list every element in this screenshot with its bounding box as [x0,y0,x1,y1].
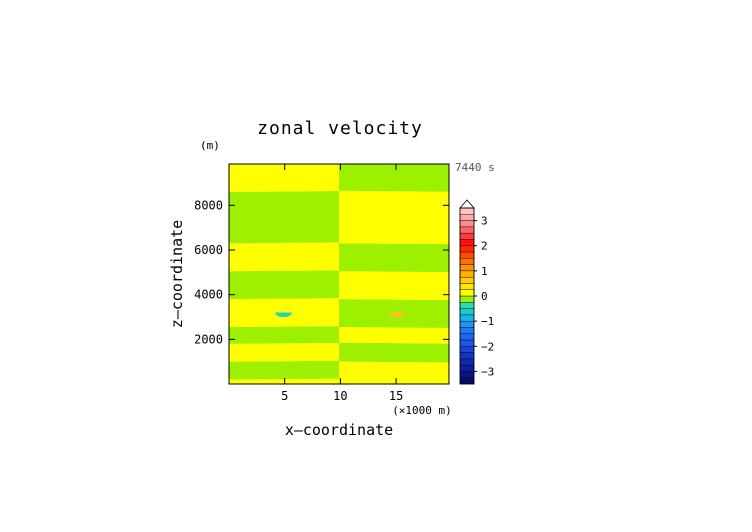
y-axis-label: z—coordinate [168,220,186,328]
colorbar-level-13 [459,295,475,303]
plot-area: 5 10 15 2000 4000 6000 8000 [194,163,450,403]
colorbar-level-7 [459,333,475,341]
right-band-0 [339,361,449,384]
colorbar-level-26 [459,214,475,221]
right-band-5 [339,243,449,273]
colorbar-tick-label: 0 [481,290,488,303]
velocity-blob-0 [275,312,292,318]
colorbar-level-15 [459,283,475,290]
colorbar-tick-label: −2 [481,340,494,353]
colorbar-level-8 [459,327,475,334]
colorbar-level-4 [459,352,475,360]
x-tick-label: 10 [333,389,347,403]
plot-frame [228,163,450,385]
right-band-4 [339,271,449,301]
x-axis: 5 10 15 [281,164,403,403]
colorbar-level-16 [459,276,475,284]
right-band-2 [339,327,449,344]
y-tick-label: 6000 [194,243,223,257]
colorbar-tick-label: −3 [481,365,494,378]
time-label: 7440 s [455,161,495,174]
x-tick-label: 5 [281,389,288,403]
colorbar-level-11 [459,308,475,316]
x-tick-label: 15 [389,389,403,403]
colorbar-level-0 [459,377,475,385]
colorbar-level-19 [459,258,475,265]
colorbar-level-18 [459,264,475,272]
colorbar-level-21 [459,245,475,253]
colorbar-tick-label: −1 [481,315,494,328]
colorbar-level-20 [459,251,475,259]
colorbar-level-9 [459,320,475,328]
colorbar-extend-cap [459,199,475,209]
colorbar-level-23 [459,232,475,240]
left-band-2 [229,342,339,362]
left-band-3 [229,326,339,344]
colorbar-level-2 [459,364,475,372]
colorbar-level-25 [459,220,475,228]
y-tick-label: 4000 [194,288,223,302]
colorbar-level-12 [459,302,475,309]
colorbar-level-10 [459,314,475,322]
colorbar-tick-label: 1 [481,265,488,278]
left-band-7 [229,191,339,244]
velocity-blob-1 [388,312,406,318]
left-band-5 [229,270,339,300]
chart-title: zonal velocity [257,118,423,139]
colorbar-level-1 [459,371,475,378]
right-band-7 [339,164,449,192]
colorbar-tick-label: 2 [481,240,488,253]
y-axis: 2000 4000 6000 8000 [194,198,449,346]
colorbar-level-22 [459,239,475,246]
colorbar-level-5 [459,346,475,353]
colorbar-level-14 [459,289,475,297]
y-tick-label: 8000 [194,198,223,212]
colorbar-level-6 [459,339,475,347]
colorbar-level-3 [459,358,475,366]
left-band-0 [229,378,339,384]
left-band-1 [229,360,339,380]
colorbar-tick-label: 3 [481,215,488,228]
left-band-8 [229,164,339,192]
colorbar: −3 −2 −1 0 1 2 3 [459,199,494,385]
right-band-1 [339,342,449,363]
left-band-6 [229,242,339,272]
x-axis-label: x—coordinate [285,421,393,439]
y-unit-label: (m) [200,139,220,152]
colorbar-level-17 [459,270,475,278]
right-band-6 [339,190,449,245]
colorbar-level-24 [459,226,475,234]
colorbar-level-27 [459,207,475,215]
x-unit-label: (×1000 m) [392,404,452,417]
velocity-field [229,164,449,384]
y-tick-label: 2000 [194,332,223,346]
